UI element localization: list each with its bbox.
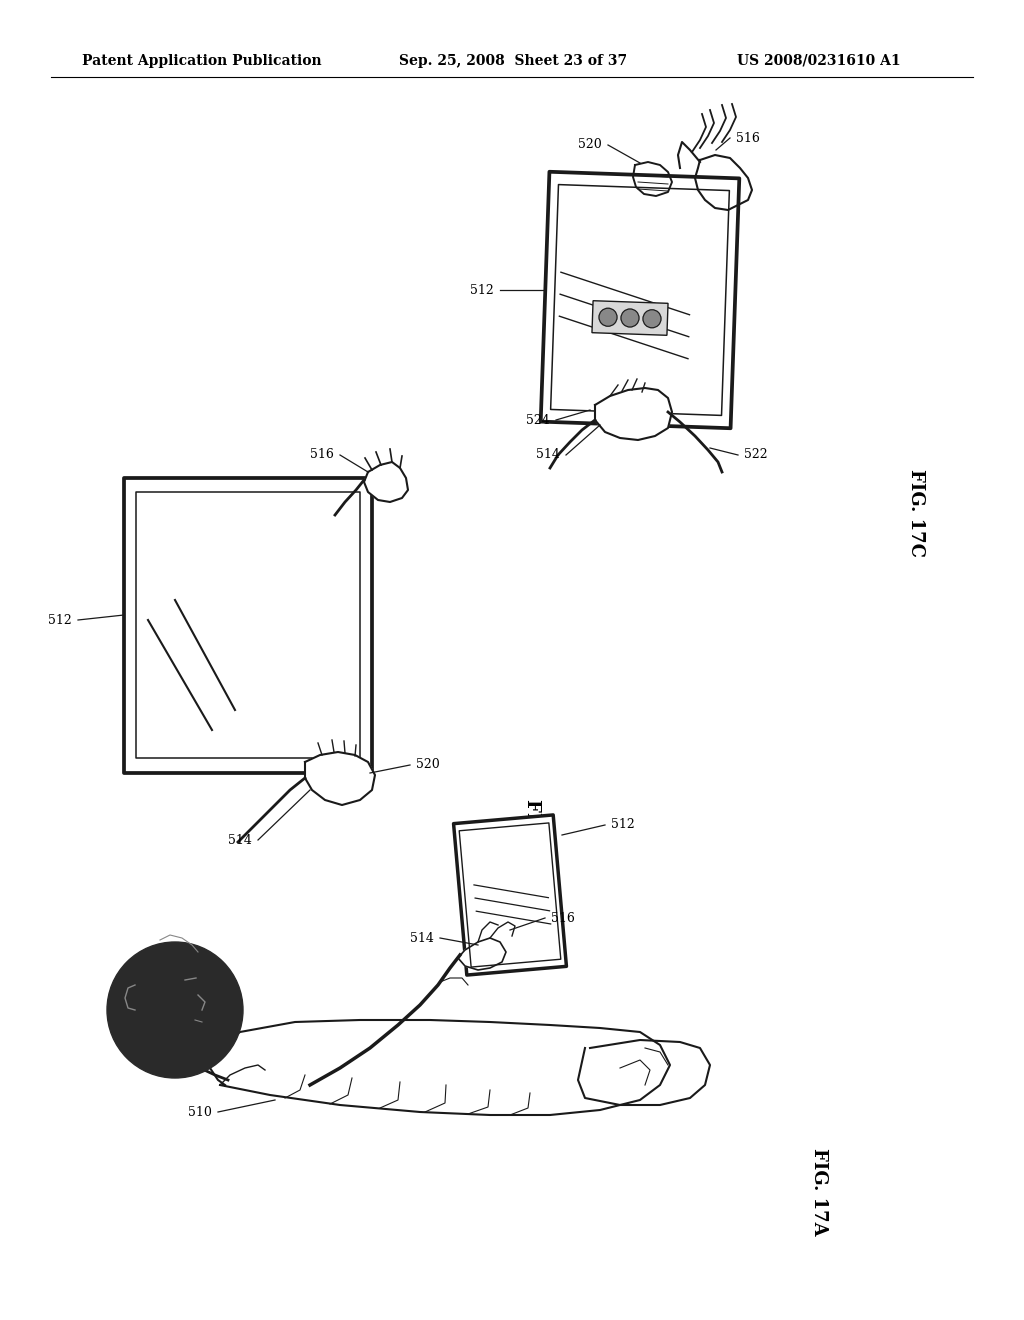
- Text: US 2008/0231610 A1: US 2008/0231610 A1: [737, 54, 901, 67]
- Circle shape: [643, 310, 660, 327]
- Text: 512: 512: [470, 284, 494, 297]
- Circle shape: [106, 942, 243, 1078]
- Text: FIG. 17A: FIG. 17A: [810, 1148, 828, 1236]
- Text: 510: 510: [188, 1106, 212, 1118]
- Text: 516: 516: [736, 132, 760, 144]
- Text: 522: 522: [744, 449, 768, 462]
- Text: 516: 516: [310, 449, 334, 462]
- Text: 520: 520: [416, 759, 439, 771]
- Text: FIG. 17C: FIG. 17C: [907, 469, 926, 557]
- Text: 512: 512: [611, 818, 635, 832]
- Circle shape: [599, 309, 617, 326]
- Polygon shape: [305, 752, 375, 805]
- Polygon shape: [541, 172, 739, 428]
- Polygon shape: [210, 1020, 670, 1115]
- Polygon shape: [592, 301, 668, 335]
- Polygon shape: [454, 814, 566, 975]
- Text: 514: 514: [537, 449, 560, 462]
- Text: 520: 520: [579, 139, 602, 152]
- Text: 524: 524: [526, 413, 550, 426]
- Polygon shape: [595, 388, 672, 440]
- Polygon shape: [578, 1040, 710, 1105]
- Text: Patent Application Publication: Patent Application Publication: [82, 54, 322, 67]
- Text: 514: 514: [228, 833, 252, 846]
- Text: 514: 514: [411, 932, 434, 945]
- Text: 512: 512: [48, 614, 72, 627]
- Polygon shape: [364, 462, 408, 502]
- Text: FIG. 17B: FIG. 17B: [523, 799, 542, 887]
- Circle shape: [621, 309, 639, 327]
- Text: 516: 516: [551, 912, 574, 924]
- Text: Sep. 25, 2008  Sheet 23 of 37: Sep. 25, 2008 Sheet 23 of 37: [399, 54, 628, 67]
- Polygon shape: [124, 478, 372, 772]
- Polygon shape: [456, 939, 506, 970]
